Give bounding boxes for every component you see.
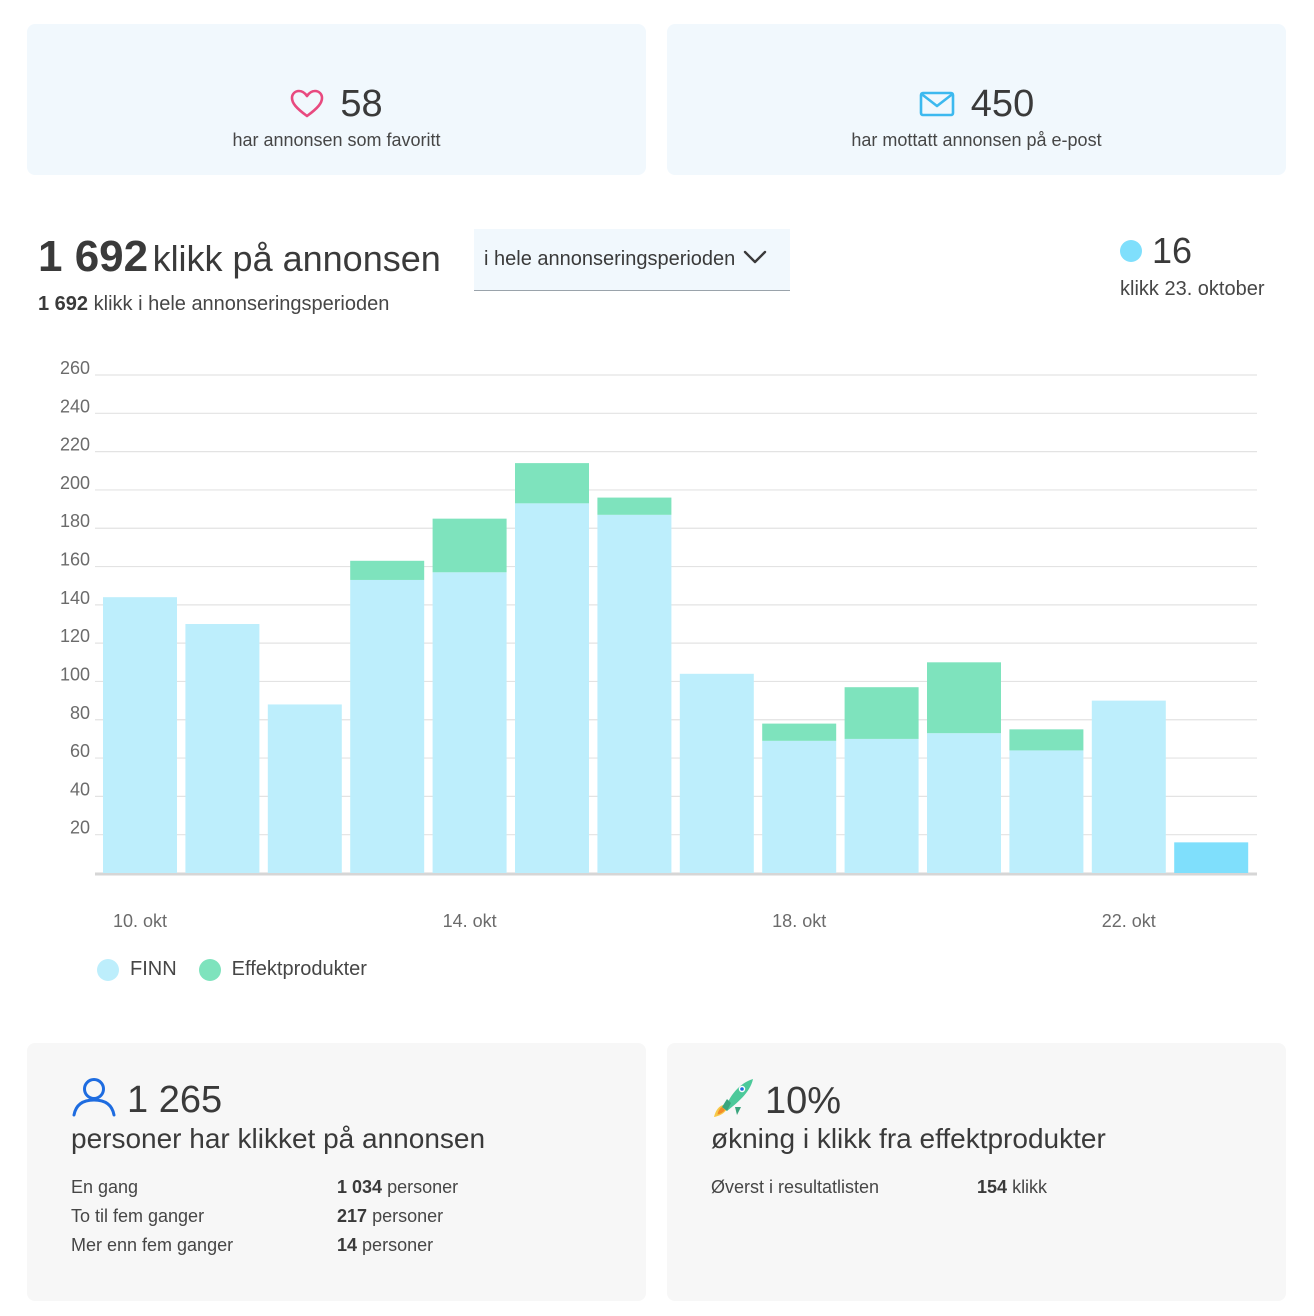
legend-dot-effektprodukter — [198, 958, 221, 981]
bar-effektprodukter[interactable] — [597, 497, 672, 515]
y-tick-label: 40 — [70, 779, 90, 799]
bar-finn[interactable] — [103, 597, 177, 873]
y-tick-label: 100 — [60, 664, 90, 684]
people-stat-row: To til fem ganger 217 personer — [71, 1202, 591, 1231]
y-tick-label: 20 — [70, 818, 90, 838]
rocket-icon — [711, 1077, 755, 1124]
legend-dot-finn — [97, 958, 119, 981]
legend-label-effektprodukter: Effektprodukter — [231, 958, 367, 980]
stat-value: 154 klikk — [977, 1177, 1048, 1197]
bar-finn[interactable] — [185, 624, 260, 873]
email-label: har mottatt annonsen på e-post — [851, 130, 1102, 150]
y-tick-label: 60 — [70, 741, 90, 761]
person-icon — [71, 1077, 117, 1122]
y-tick-label: 80 — [70, 703, 90, 723]
favorites-card: 58 har annonsen som favoritt — [27, 24, 646, 175]
y-tick-label: 140 — [60, 588, 90, 608]
hover-tooltip: 16 klikk 23. oktober — [1120, 230, 1300, 301]
period-select-label: i hele annonseringsperioden — [484, 248, 736, 270]
people-stats: En gang 1 034 personer To til fem ganger… — [71, 1173, 591, 1260]
y-tick-label: 200 — [60, 473, 90, 493]
bar-finn[interactable] — [927, 733, 1001, 873]
bar-finn[interactable] — [1091, 700, 1166, 873]
y-tick-label: 180 — [60, 511, 90, 531]
people-stat-row: En gang 1 034 personer — [71, 1173, 591, 1202]
bar-effektprodukter[interactable] — [844, 687, 919, 739]
clicks-headline: 1 692 klikk på annonsen — [38, 232, 441, 282]
hover-value: 16 — [1152, 230, 1193, 271]
bar-finn[interactable] — [762, 740, 837, 873]
bar-effektprodukter[interactable] — [1009, 729, 1084, 751]
bar-finn[interactable] — [597, 514, 672, 873]
x-tick-label: 18. okt — [772, 911, 826, 931]
bar-finn[interactable] — [515, 503, 589, 873]
boost-title: økning i klikk fra effektprodukter — [711, 1123, 1106, 1154]
hover-dot — [1120, 240, 1142, 262]
period-select[interactable]: i hele annonseringsperioden — [474, 229, 790, 291]
stat-label: En gang — [71, 1177, 139, 1197]
stat-label: To til fem ganger — [71, 1206, 205, 1226]
bar-effektprodukter[interactable] — [432, 518, 507, 573]
stat-label: Øverst i resultatlisten — [711, 1177, 880, 1197]
clicks-sub-value: 1 692 — [38, 293, 89, 315]
legend-item-effektprodukter[interactable]: Effektprodukter — [198, 958, 367, 981]
favorites-count: 58 — [340, 83, 383, 125]
bar-finn[interactable] — [350, 579, 425, 873]
boost-stat-row: Øverst i resultatlisten 154 klikk — [711, 1173, 1231, 1202]
bar-effektprodukter[interactable] — [927, 662, 1001, 734]
y-tick-label: 160 — [60, 550, 90, 570]
stat-value: 14 personer — [337, 1235, 434, 1255]
envelope-icon — [919, 91, 955, 117]
bar-finn[interactable] — [844, 738, 919, 873]
bar-finn[interactable] — [1009, 750, 1084, 873]
stat-value: 217 personer — [337, 1206, 444, 1226]
boost-card: 10% økning i klikk fra effektprodukter Ø… — [667, 1043, 1286, 1301]
people-count: 1 265 — [127, 1078, 223, 1121]
clicks-sub-text: klikk i hele annonseringsperioden — [93, 293, 390, 315]
bar-finn[interactable] — [267, 704, 342, 873]
y-tick-label: 240 — [60, 396, 90, 416]
x-tick-label: 22. okt — [1102, 911, 1156, 931]
people-title: personer har klikket på annonsen — [71, 1123, 486, 1154]
bar-effektprodukter[interactable] — [350, 560, 425, 580]
x-tick-label: 10. okt — [113, 911, 167, 931]
boost-stats: Øverst i resultatlisten 154 klikk — [711, 1173, 1231, 1202]
email-count: 450 — [970, 83, 1035, 125]
x-tick-label: 14. okt — [443, 911, 497, 931]
boost-percent: 10% — [765, 1079, 842, 1122]
clicks-total: 1 692 — [38, 232, 149, 281]
clicks-subline: 1 692 klikk i hele annonseringsperioden — [38, 293, 389, 316]
y-tick-label: 120 — [60, 626, 90, 646]
y-tick-label: 260 — [60, 358, 90, 378]
stat-label: Mer enn fem ganger — [71, 1235, 234, 1255]
chart-legend: FINN Effektprodukter — [97, 958, 389, 981]
clicks-headline-text: klikk på annonsen — [152, 238, 441, 279]
hover-label: klikk 23. oktober — [1120, 278, 1265, 300]
heart-icon — [290, 89, 324, 119]
chevron-down-icon — [743, 249, 767, 270]
bar-finn[interactable] — [432, 572, 507, 873]
bar-effektprodukter[interactable] — [762, 723, 837, 741]
legend-item-finn[interactable]: FINN — [97, 958, 177, 981]
legend-label-finn: FINN — [130, 958, 177, 980]
people-stat-row: Mer enn fem ganger 14 personer — [71, 1231, 591, 1260]
bar-finn[interactable] — [1174, 842, 1249, 873]
bar-effektprodukter[interactable] — [515, 463, 589, 504]
bar-finn[interactable] — [679, 673, 754, 873]
clicks-bar-chart: 20 40 60 80 100 120 140 160 180 200 220 240 260 10. … — [60, 358, 1257, 931]
people-card: 1 265 personer har klikket på annonsen E… — [27, 1043, 646, 1301]
y-tick-label: 220 — [60, 435, 90, 455]
email-card: 450 har mottatt annonsen på e-post — [667, 24, 1286, 175]
stat-value: 1 034 personer — [337, 1177, 459, 1197]
favorites-label: har annonsen som favoritt — [232, 130, 441, 150]
